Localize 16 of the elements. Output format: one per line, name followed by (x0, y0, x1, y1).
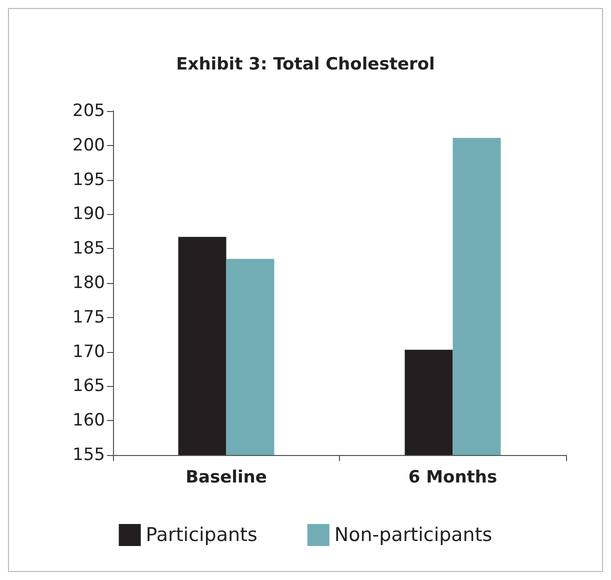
y-tick-label: 195 (72, 170, 105, 190)
y-tick-label: 170 (72, 342, 105, 362)
y-tick-label: 190 (72, 204, 105, 224)
y-tick-label: 175 (72, 307, 105, 328)
y-tick-label: 180 (72, 273, 105, 293)
y-tick-label: 185 (72, 238, 105, 259)
x-tick-label: Baseline (186, 468, 267, 488)
y-tick-label: 205 (72, 101, 105, 121)
legend-label: Non-participants (334, 524, 492, 546)
x-tick-label: 6 Months (408, 468, 498, 488)
legend-label: Participants (146, 524, 258, 546)
chart-title: Exhibit 3: Total Cholesterol (176, 54, 435, 74)
y-tick-label: 155 (72, 445, 105, 465)
y-tick-label: 160 (72, 410, 105, 431)
y-tick-label: 165 (72, 376, 105, 396)
y-tick-label: 200 (72, 135, 105, 156)
